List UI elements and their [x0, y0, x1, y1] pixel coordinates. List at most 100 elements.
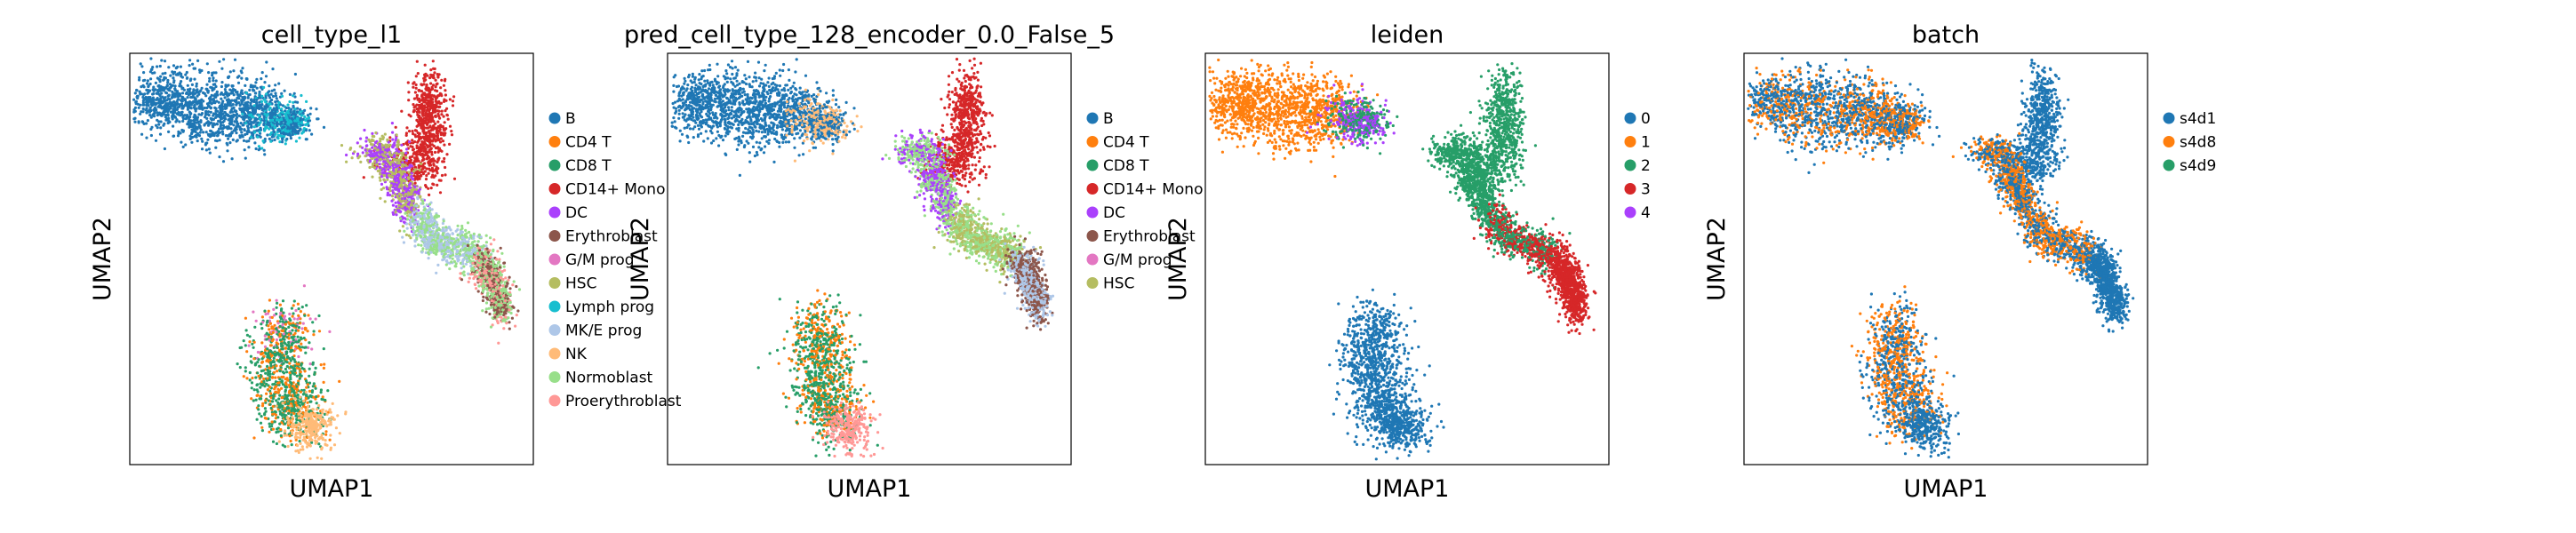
- point: [191, 62, 195, 66]
- point: [200, 137, 204, 140]
- point: [428, 203, 431, 206]
- point: [247, 344, 251, 347]
- point: [397, 180, 401, 184]
- point: [273, 138, 276, 142]
- point: [440, 173, 444, 178]
- point: [151, 66, 155, 69]
- point: [148, 110, 152, 114]
- point: [410, 176, 413, 179]
- point: [256, 129, 260, 132]
- point: [265, 103, 268, 107]
- point: [463, 244, 467, 248]
- point: [257, 114, 260, 117]
- point: [415, 60, 419, 63]
- point: [260, 147, 264, 150]
- point: [427, 209, 431, 212]
- point: [428, 169, 432, 172]
- point: [472, 232, 476, 235]
- point: [172, 124, 175, 128]
- point: [220, 81, 224, 84]
- point: [420, 217, 423, 221]
- point: [266, 133, 269, 137]
- point: [207, 122, 212, 125]
- point: [269, 92, 273, 96]
- point: [466, 259, 469, 262]
- point: [279, 117, 284, 121]
- point: [484, 241, 489, 244]
- point: [213, 83, 217, 86]
- point: [374, 140, 378, 144]
- point: [141, 110, 145, 114]
- point: [241, 67, 244, 70]
- point: [472, 236, 476, 240]
- point: [261, 139, 265, 143]
- point: [488, 266, 492, 270]
- point: [492, 238, 496, 242]
- point: [428, 220, 432, 224]
- point: [370, 139, 373, 143]
- point: [404, 211, 407, 215]
- point: [220, 84, 223, 89]
- point: [160, 91, 164, 95]
- point: [432, 183, 436, 187]
- point: [138, 78, 141, 82]
- point: [396, 164, 400, 168]
- point: [181, 145, 185, 148]
- point: [196, 59, 200, 62]
- point: [384, 143, 388, 147]
- point: [185, 91, 188, 95]
- point: [140, 132, 144, 136]
- point: [515, 314, 518, 317]
- point: [237, 100, 241, 105]
- point: [402, 241, 405, 244]
- point: [502, 327, 506, 330]
- point: [374, 163, 379, 166]
- point: [436, 171, 439, 175]
- point: [156, 91, 160, 95]
- point: [371, 163, 374, 166]
- point: [164, 110, 167, 114]
- point: [196, 125, 199, 129]
- point: [185, 115, 188, 119]
- point: [214, 115, 218, 119]
- point: [435, 100, 438, 104]
- point: [208, 79, 212, 84]
- point: [207, 71, 211, 75]
- point: [388, 187, 392, 190]
- point: [240, 71, 244, 75]
- point: [216, 113, 220, 116]
- point: [384, 162, 388, 165]
- point: [257, 148, 260, 152]
- point: [199, 104, 203, 107]
- point: [442, 219, 445, 223]
- point: [208, 151, 212, 155]
- point: [450, 133, 454, 137]
- point: [161, 100, 164, 104]
- point: [505, 322, 508, 325]
- point: [198, 131, 202, 134]
- point: [466, 221, 470, 225]
- point: [237, 114, 241, 117]
- point: [249, 113, 252, 116]
- point: [477, 233, 481, 236]
- point: [508, 308, 511, 312]
- point: [413, 160, 417, 163]
- point: [404, 203, 407, 206]
- point: [496, 250, 500, 253]
- point: [441, 228, 444, 232]
- point: [149, 133, 153, 138]
- point: [429, 68, 433, 72]
- point: [221, 121, 225, 124]
- point: [253, 141, 257, 145]
- point: [146, 79, 149, 83]
- point: [425, 246, 428, 250]
- point: [173, 95, 177, 99]
- point: [428, 149, 431, 153]
- point: [501, 298, 505, 301]
- point: [266, 121, 269, 124]
- point: [200, 147, 204, 151]
- point: [213, 92, 217, 96]
- point: [211, 71, 214, 75]
- point: [274, 84, 277, 87]
- point: [180, 107, 184, 110]
